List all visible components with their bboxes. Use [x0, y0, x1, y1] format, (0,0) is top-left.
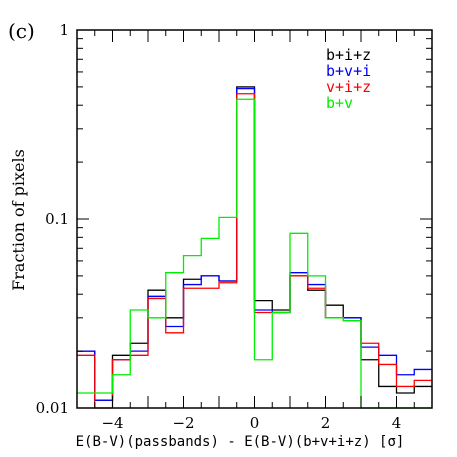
legend-entry: v+i+z [326, 78, 371, 96]
x-tick-label: 4 [392, 414, 402, 432]
legend-entry: b+i+z [326, 46, 371, 64]
panel-label: (c) [8, 19, 35, 43]
x-tick-label: −2 [172, 414, 194, 432]
x-tick-label: 2 [321, 414, 331, 432]
series-b-v-i-histogram [77, 87, 432, 401]
series-b-v-histogram [77, 98, 432, 409]
y-tick-label: 1 [59, 21, 69, 39]
legend-entry: b+v+i [326, 62, 371, 80]
legend: b+i+zb+v+iv+i+zb+v [326, 46, 371, 112]
x-tick-label: −4 [101, 414, 123, 432]
legend-entry: b+v [326, 94, 353, 112]
y-axis-label: Fraction of pixels [9, 149, 28, 291]
y-tick-label: 0.1 [45, 210, 69, 228]
x-tick-label: 0 [250, 414, 260, 432]
y-tick-label: 0.01 [36, 399, 69, 417]
x-axis-label: E(B-V)(passbands) - E(B-V)(b+v+i+z) [σ] [76, 434, 405, 450]
